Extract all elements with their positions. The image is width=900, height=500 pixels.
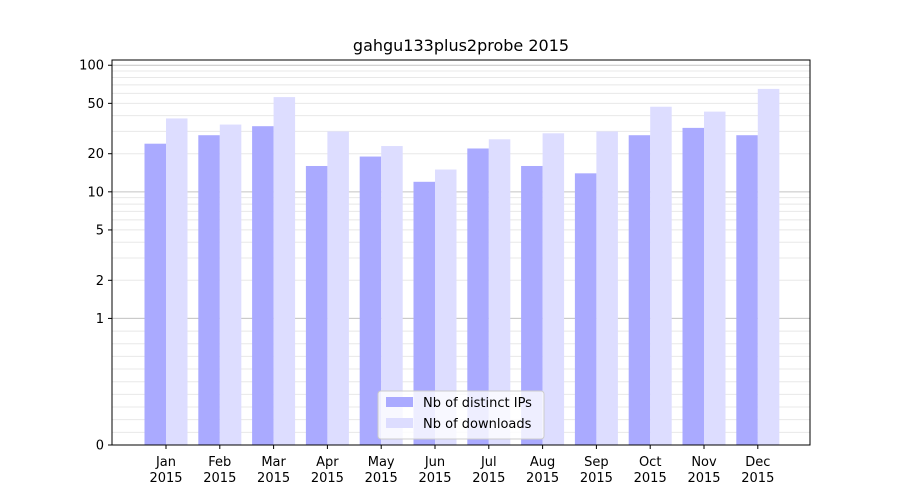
bar	[198, 135, 220, 445]
bar	[596, 131, 618, 445]
bar	[650, 106, 672, 445]
chart-title: gahgu133plus2probe 2015	[353, 36, 569, 55]
bar	[574, 173, 597, 445]
legend-box	[377, 390, 545, 440]
x-tick-label-month: Aug	[530, 455, 555, 470]
y-tick-label: 50	[87, 97, 104, 112]
bar	[521, 165, 543, 446]
x-tick-label-year: 2015	[687, 471, 720, 486]
bar	[682, 127, 704, 445]
bar	[273, 97, 296, 446]
bar	[435, 169, 457, 445]
x-tick-label-month: Dec	[745, 455, 770, 470]
bar	[305, 165, 328, 446]
x-tick-label-month: Sep	[584, 455, 609, 470]
y-tick-label: 0	[96, 439, 104, 454]
x-tick-label-month: Apr	[316, 455, 339, 470]
bar	[628, 135, 651, 445]
plot-area-frame	[111, 59, 811, 446]
bar	[413, 181, 435, 445]
y-tick-label: 5	[96, 223, 104, 238]
y-tick-label: 10	[87, 185, 104, 200]
y-tick-label: 1	[96, 312, 104, 327]
x-tick-label-month: Jun	[424, 455, 445, 470]
x-tick-label-month: Feb	[208, 455, 231, 470]
legend-swatch	[386, 397, 413, 407]
bar	[542, 133, 565, 445]
bar	[144, 143, 166, 445]
bar	[381, 146, 403, 445]
x-tick-label-year: 2015	[418, 471, 451, 486]
bar	[467, 148, 489, 445]
bar	[488, 139, 511, 445]
bar	[327, 131, 349, 445]
x-tick-label-year: 2015	[311, 471, 344, 486]
x-tick-label-month: Nov	[691, 455, 717, 470]
bar	[736, 135, 758, 445]
bar	[219, 124, 242, 445]
y-tick-label: 2	[96, 274, 104, 289]
x-tick-label-month: Jul	[480, 455, 497, 470]
x-tick-label-month: Jan	[155, 455, 176, 470]
x-tick-label-month: Oct	[639, 455, 661, 470]
x-axis: Jan2015Feb2015Mar2015Apr2015May2015Jun20…	[149, 445, 774, 486]
x-tick-label-month: May	[368, 455, 395, 470]
bar	[359, 156, 382, 446]
x-tick-label-year: 2015	[741, 471, 774, 486]
legend: Nb of distinct IPs Nb of downloads	[377, 390, 545, 440]
x-tick-label-year: 2015	[634, 471, 667, 486]
legend-swatch	[386, 418, 413, 428]
bars	[144, 88, 780, 446]
x-tick-label-year: 2015	[365, 471, 398, 486]
y-tick-label: 100	[79, 59, 104, 74]
y-tick-label: 20	[87, 147, 104, 162]
bar	[252, 126, 274, 446]
x-tick-label-year: 2015	[472, 471, 505, 486]
x-tick-label-year: 2015	[203, 471, 236, 486]
x-tick-label-year: 2015	[149, 471, 182, 486]
bar	[757, 88, 780, 445]
x-tick-label-month: Mar	[261, 455, 286, 470]
legend-label: Nb of distinct IPs	[423, 396, 532, 411]
x-tick-label-year: 2015	[257, 471, 290, 486]
x-tick-label-year: 2015	[580, 471, 613, 486]
x-tick-label-year: 2015	[526, 471, 559, 486]
legend-label: Nb of downloads	[423, 417, 532, 432]
bar	[704, 111, 726, 445]
y-axis: 0 1 2 5 10 20 50 100	[79, 59, 112, 454]
bar	[166, 118, 188, 445]
